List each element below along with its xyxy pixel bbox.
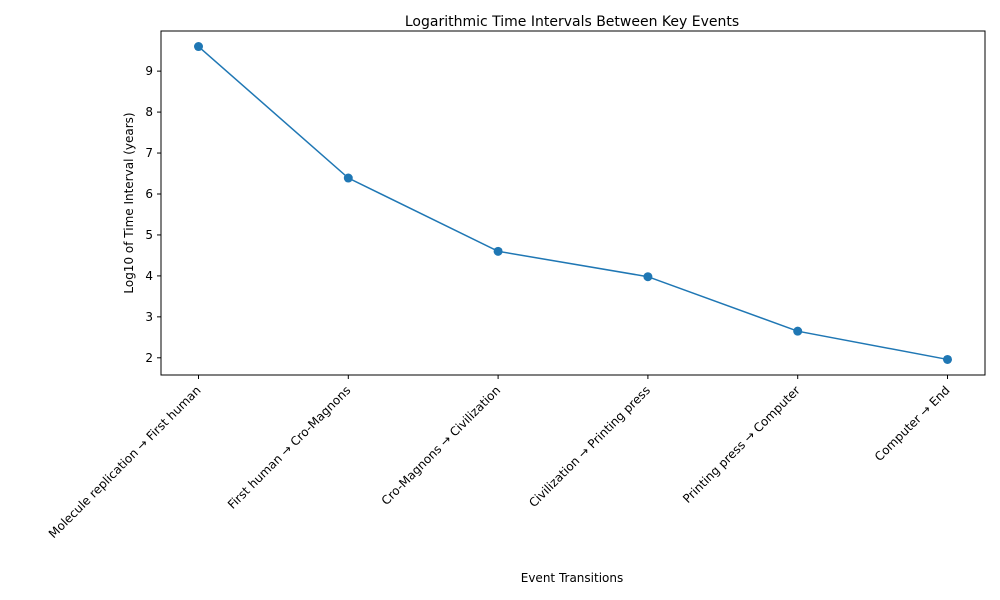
y-tick-label: 5 bbox=[145, 228, 153, 242]
y-tick-label: 6 bbox=[145, 187, 153, 201]
data-point bbox=[194, 42, 203, 52]
y-axis-label: Log10 of Time Interval (years) bbox=[122, 112, 136, 293]
y-axis: 2 3 4 5 6 7 8 9 bbox=[145, 64, 161, 365]
chart-title: Logarithmic Time Intervals Between Key E… bbox=[405, 14, 739, 30]
y-tick-label: 9 bbox=[145, 64, 153, 78]
plot-frame bbox=[160, 30, 986, 376]
data-point bbox=[643, 272, 653, 282]
data-point bbox=[343, 173, 353, 183]
series-line bbox=[198, 45, 948, 361]
plot-area bbox=[194, 42, 952, 364]
data-point bbox=[493, 246, 503, 256]
data-point bbox=[793, 326, 803, 336]
data-point bbox=[943, 354, 952, 364]
y-tick-label: 8 bbox=[145, 105, 153, 119]
y-tick-label: 4 bbox=[145, 269, 153, 283]
y-tick-label: 2 bbox=[145, 351, 153, 365]
y-tick-label: 3 bbox=[145, 310, 153, 324]
x-axis-label: Event Transitions bbox=[521, 571, 623, 585]
y-tick-label: 7 bbox=[145, 146, 153, 160]
